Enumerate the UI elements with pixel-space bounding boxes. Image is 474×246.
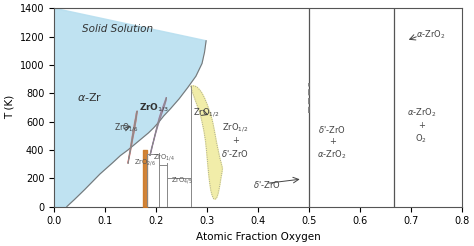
Polygon shape [191,86,222,199]
Text: ZrO$_{1/3}$: ZrO$_{1/3}$ [139,101,170,114]
Text: ZrO$_{4/5}$: ZrO$_{4/5}$ [172,175,193,185]
Polygon shape [128,111,137,163]
Text: ZrO$_{2/6}$: ZrO$_{2/6}$ [134,157,156,168]
Text: $\alpha$-ZrO$_2$: $\alpha$-ZrO$_2$ [416,28,446,41]
Text: Solid Solution: Solid Solution [82,24,153,34]
Text: $\delta$'-ZrO: $\delta$'-ZrO [253,179,281,190]
Polygon shape [150,97,166,155]
Text: ZrO$_{1/4}$: ZrO$_{1/4}$ [153,153,174,163]
Text: $\alpha$-Zr: $\alpha$-Zr [77,92,102,103]
Polygon shape [54,8,206,207]
Text: ZrO$_{1/2}$
+
$\delta$'-ZrO: ZrO$_{1/2}$ + $\delta$'-ZrO [221,121,249,159]
Text: ZrO$_{1/6}$: ZrO$_{1/6}$ [114,122,139,134]
Y-axis label: T (K): T (K) [4,95,14,120]
Text: $\alpha$-ZrO$_2$
+
O$_2$: $\alpha$-ZrO$_2$ + O$_2$ [407,106,436,145]
Text: ZrO$_{1/2}$: ZrO$_{1/2}$ [193,107,220,119]
X-axis label: Atomic Fraction Oxygen: Atomic Fraction Oxygen [196,232,320,242]
Text: $\delta$'-ZrO
+
$\alpha$-ZrO$_2$: $\delta$'-ZrO + $\alpha$-ZrO$_2$ [317,124,347,161]
